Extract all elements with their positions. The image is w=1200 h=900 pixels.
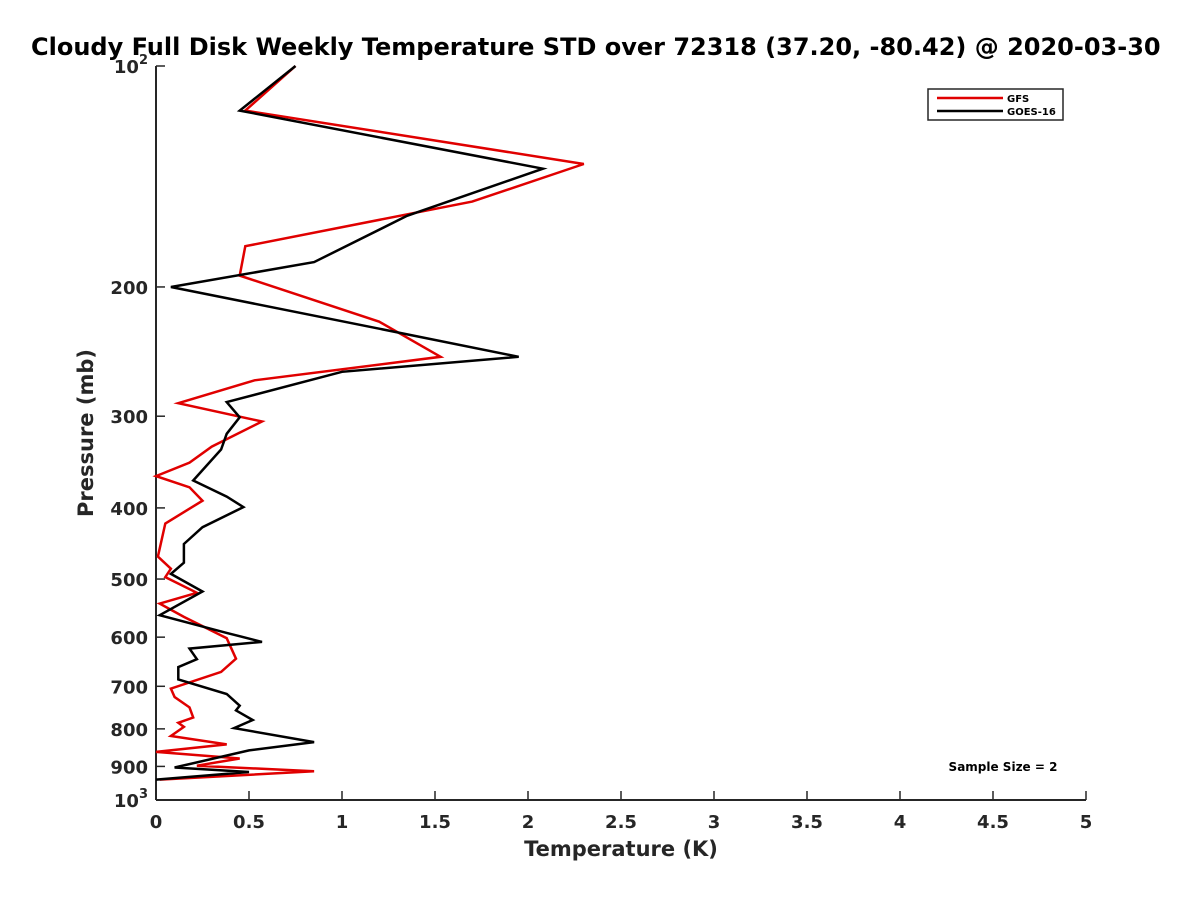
y-tick-label: 300 bbox=[110, 407, 148, 428]
series-layer bbox=[152, 65, 585, 781]
legend-entry: GFS bbox=[1007, 94, 1029, 105]
legend-box bbox=[927, 88, 1064, 121]
x-axis-ticks: 0 0.5 1 1.5 2 2.5 3 3.5 4 4.5 5 bbox=[150, 791, 1093, 833]
y-tick-label: 900 bbox=[110, 757, 148, 778]
y-tick-base: 500 bbox=[110, 570, 148, 591]
y-tick-exponent: 2 bbox=[139, 53, 148, 68]
x-tick-label: 4 bbox=[894, 812, 907, 833]
y-tick-base: 800 bbox=[110, 720, 148, 741]
legend-entry: GOES-16 bbox=[1007, 107, 1056, 118]
x-tick-label: 2 bbox=[522, 812, 535, 833]
legend: GFS GOES-16 bbox=[927, 88, 1064, 121]
y-tick-base: 300 bbox=[110, 407, 148, 428]
y-tick-label: 103 bbox=[114, 787, 148, 812]
y-tick-label: 102 bbox=[114, 53, 148, 78]
x-tick-label: 3 bbox=[708, 812, 721, 833]
y-tick-base: 10 bbox=[114, 791, 139, 812]
y-tick-label: 200 bbox=[110, 278, 148, 299]
y-tick-base: 700 bbox=[110, 677, 148, 698]
y-tick-base: 600 bbox=[110, 628, 148, 649]
y-tick-label: 800 bbox=[110, 720, 148, 741]
y-tick-label: 600 bbox=[110, 628, 148, 649]
x-tick-label: 4.5 bbox=[977, 812, 1009, 833]
y-tick-base: 10 bbox=[114, 57, 139, 78]
x-tick-label: 1.5 bbox=[419, 812, 451, 833]
y-tick-label: 700 bbox=[110, 677, 148, 698]
x-tick-label: 3.5 bbox=[791, 812, 823, 833]
y-tick-label: 500 bbox=[110, 570, 148, 591]
x-axis-label: Temperature (K) bbox=[524, 837, 718, 861]
x-tick-label: 0.5 bbox=[233, 812, 265, 833]
y-tick-base: 200 bbox=[110, 278, 148, 299]
plot-area: 0 0.5 1 1.5 2 2.5 3 3.5 4 4.5 5 102200300400500600… bbox=[110, 53, 1092, 833]
y-tick-base: 900 bbox=[110, 757, 148, 778]
y-tick-base: 400 bbox=[110, 499, 148, 520]
x-tick-label: 1 bbox=[336, 812, 349, 833]
chart-title: Cloudy Full Disk Weekly Temperature STD … bbox=[31, 33, 1161, 61]
x-tick-label: 2.5 bbox=[605, 812, 637, 833]
x-tick-label: 5 bbox=[1080, 812, 1093, 833]
y-axis-label: Pressure (mb) bbox=[74, 349, 98, 517]
series-line-gfs bbox=[152, 65, 585, 781]
sample-size-annotation: Sample Size = 2 bbox=[949, 760, 1058, 774]
y-tick-label: 400 bbox=[110, 499, 148, 520]
x-tick-label: 0 bbox=[150, 812, 163, 833]
series-line-goes-16 bbox=[155, 65, 548, 781]
y-tick-exponent: 3 bbox=[139, 787, 148, 802]
